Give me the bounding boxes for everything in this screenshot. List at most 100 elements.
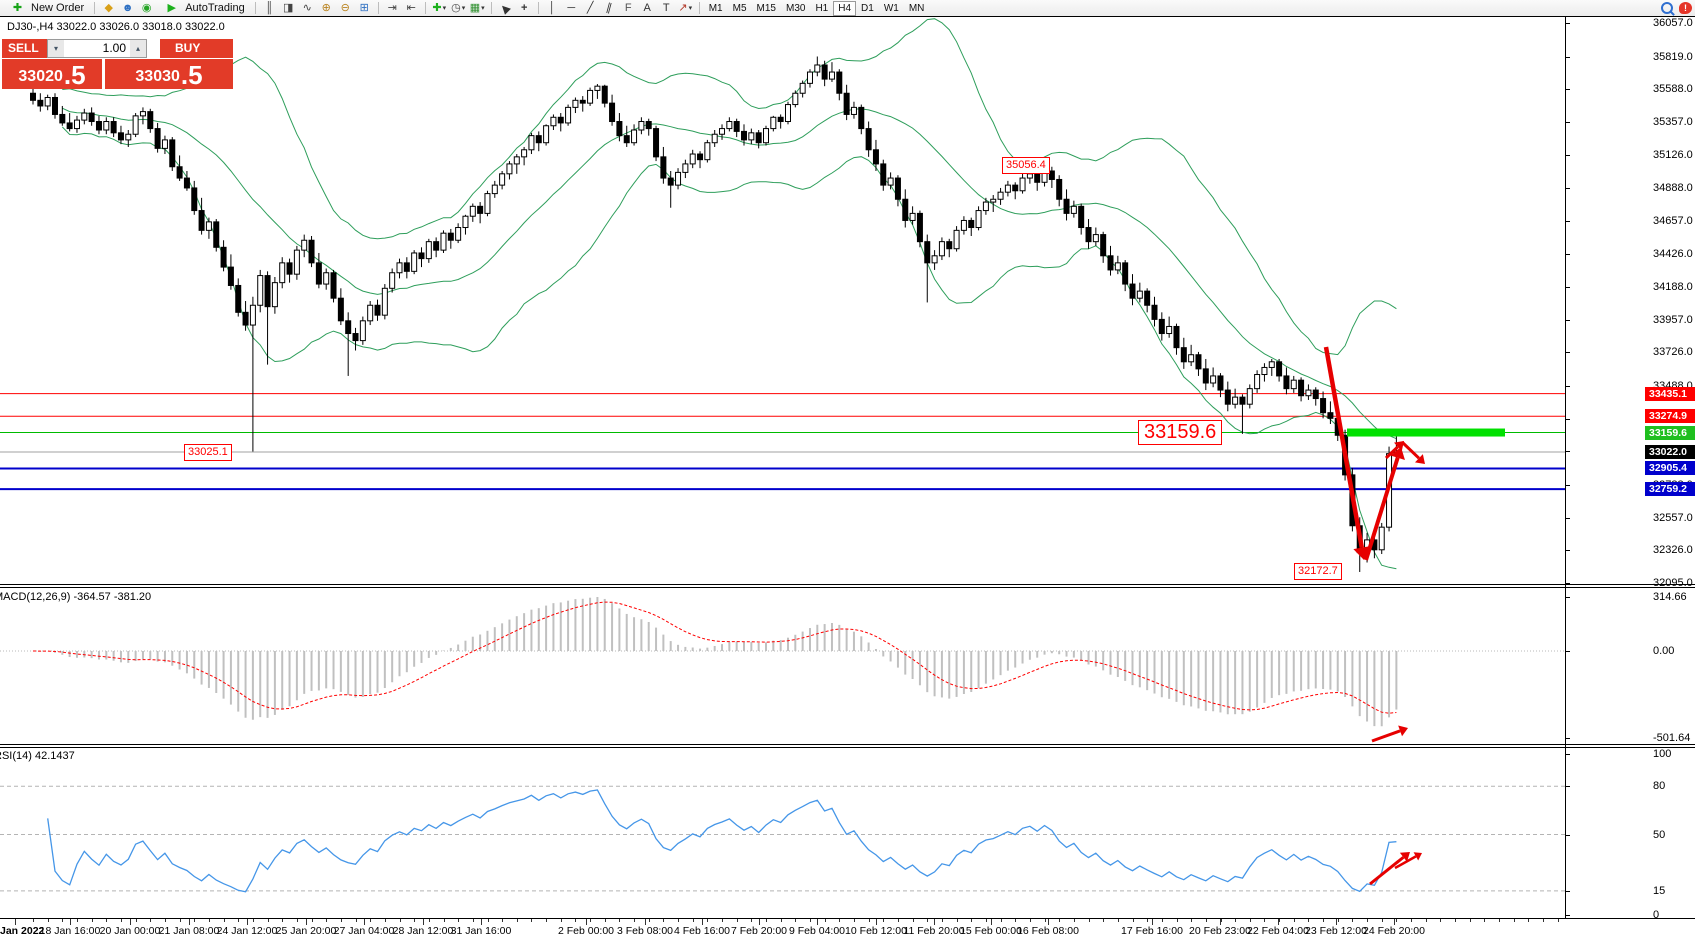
time-minor-tick (619, 919, 621, 922)
time-axis[interactable]: Jan 2022 18 Jan 16:00 20 Jan 00:00 21 Jan 0… (0, 918, 1695, 939)
fibonacci-icon[interactable]: F (624, 1, 632, 14)
pane-separator[interactable] (0, 747, 1695, 748)
tile-windows-icon[interactable]: ⊞ (359, 1, 369, 14)
annotation-arrow (1364, 457, 1400, 561)
pane-separator[interactable] (0, 587, 1695, 588)
autotrading-button[interactable]: ▶ AutoTrading (156, 1, 251, 16)
vertical-line-icon[interactable]: │ (548, 1, 556, 14)
crosshair-icon[interactable]: + (521, 1, 528, 14)
search-icon[interactable] (1658, 1, 1675, 16)
candlestick-chart-icon[interactable]: ◨ (283, 1, 294, 14)
time-tick-label: 27 Jan 04:00 (333, 925, 395, 937)
price-tick (1566, 386, 1570, 388)
timeframe-m1-button[interactable]: M1 (708, 2, 723, 14)
buy-price[interactable]: 33030.5 (105, 59, 233, 89)
trendline-icon[interactable]: ╱ (586, 1, 594, 14)
time-minor-tick (326, 919, 328, 922)
volume-input[interactable]: 1.00 (102, 41, 126, 55)
price-callout[interactable]: 35056.4 (1002, 157, 1050, 174)
price-callout[interactable]: 32172.7 (1294, 563, 1342, 580)
volume-increase-button[interactable]: ▴ (130, 40, 146, 57)
rsi-tick-label: 80 (1653, 780, 1666, 793)
text-label-icon[interactable]: T (662, 1, 670, 14)
time-minor-tick (736, 919, 738, 922)
price-tick (1566, 352, 1570, 354)
timeframe-d1-button[interactable]: D1 (861, 2, 874, 14)
templates-icon[interactable]: ▦ ▾ (469, 1, 485, 14)
price-tick (1566, 517, 1570, 519)
time-tick-label: 28 Jan 12:00 (392, 925, 454, 937)
time-minor-tick (1513, 919, 1515, 922)
timeframe-h4-button[interactable]: H4 (833, 0, 857, 16)
toolbar-separator (698, 2, 700, 14)
equidistant-channel-icon[interactable]: ∥ (605, 1, 614, 15)
time-minor-tick (1264, 919, 1266, 922)
indicators-icon[interactable]: ✚ ▾ (432, 1, 447, 14)
annotation-arrow (1371, 729, 1401, 743)
rsi-tick (1566, 754, 1570, 755)
time-minor-tick (223, 919, 225, 922)
periods-icon[interactable]: ◷ ▾ (451, 1, 466, 14)
profiles-icon[interactable]: ☻ (121, 1, 134, 14)
time-major-tick (991, 919, 992, 925)
macd-tick-label: 314.66 (1653, 591, 1687, 603)
price-callout[interactable]: 33025.1 (184, 444, 232, 461)
sell-button[interactable]: SELL (2, 39, 47, 58)
new-order-button[interactable]: ✚ New Order (2, 1, 90, 16)
time-tick-label: 15 Feb 00:00 (960, 925, 1022, 937)
volume-decrease-button[interactable]: ▾ (48, 40, 64, 57)
time-minor-tick (472, 919, 474, 922)
time-tick-label: 22 Feb 04:00 (1247, 925, 1309, 937)
time-tick-label: 9 Feb 04:00 (788, 925, 846, 937)
buy-button[interactable]: BUY (160, 39, 233, 58)
timeframe-mn-button[interactable]: MN (908, 2, 925, 14)
time-minor-tick (47, 919, 49, 922)
time-major-tick (876, 919, 877, 925)
horizontal-line-icon[interactable]: ─ (567, 1, 576, 14)
text-icon[interactable]: A (643, 1, 651, 14)
sell-price-main: 33020 (18, 68, 63, 85)
annotation-arrow (1400, 440, 1420, 460)
arrows-icon[interactable]: ↗ ▾ (678, 1, 693, 14)
signals-icon[interactable]: ◉ (141, 1, 152, 14)
line-chart-icon[interactable]: ∿ (302, 1, 312, 14)
zoom-out-icon[interactable]: ⊖ (340, 1, 350, 14)
bar-chart-icon[interactable]: ║ (265, 1, 274, 14)
sell-price[interactable]: 33020.5 (2, 59, 102, 89)
time-major-tick (645, 919, 646, 925)
metaeditor-icon[interactable]: ◆ (104, 1, 113, 14)
price-axis[interactable]: 36057.0 35819.0 35588.0 35357.0 35126.0 34888… (1566, 17, 1695, 921)
cursor-icon[interactable]: ▶ (497, 1, 513, 16)
price-tick-label: 34657.0 (1653, 214, 1693, 227)
time-minor-tick (1279, 919, 1281, 922)
rsi-tick-label: 50 (1653, 828, 1666, 841)
macd-tick (1566, 651, 1570, 652)
pane-separator[interactable] (0, 584, 1695, 585)
time-tick-label: 2 Feb 00:00 (557, 925, 615, 937)
time-minor-tick (164, 919, 166, 922)
timeframe-m30-button[interactable]: M30 (785, 2, 806, 14)
time-major-tick (586, 919, 587, 925)
chart-shift-icon[interactable]: ⇤ (406, 1, 416, 14)
price-callout[interactable]: 33159.6 (1138, 420, 1223, 445)
pane-separator[interactable] (0, 744, 1695, 745)
time-tick-label: 20 Feb 23:00 (1189, 925, 1251, 937)
time-major-tick (189, 919, 190, 925)
price-tick (1566, 418, 1570, 420)
time-tick-label: 21 Jan 08:00 (158, 925, 220, 937)
chat-icon[interactable]: ! (1677, 1, 1694, 16)
zoom-in-icon[interactable]: ⊕ (321, 1, 331, 14)
price-tick-label: 34426.0 (1653, 247, 1693, 260)
auto-scroll-icon[interactable]: ⇥ (387, 1, 397, 14)
timeframe-m5-button[interactable]: M5 (732, 2, 747, 14)
rsi-tick-label: 15 (1653, 884, 1666, 897)
price-tick-label: 35819.0 (1653, 50, 1693, 63)
timeframe-m15-button[interactable]: M15 (756, 2, 776, 14)
timeframe-h1-button[interactable]: H1 (815, 2, 829, 14)
timeframe-w1-button[interactable]: W1 (883, 2, 899, 14)
time-minor-tick (502, 919, 504, 922)
time-tick-label: 4 Feb 16:00 (673, 925, 731, 937)
time-minor-tick (897, 919, 899, 922)
one-click-trading-panel: SELL ▾ 1.00 ▴ BUY 33020.5 33030.5 (2, 39, 233, 89)
